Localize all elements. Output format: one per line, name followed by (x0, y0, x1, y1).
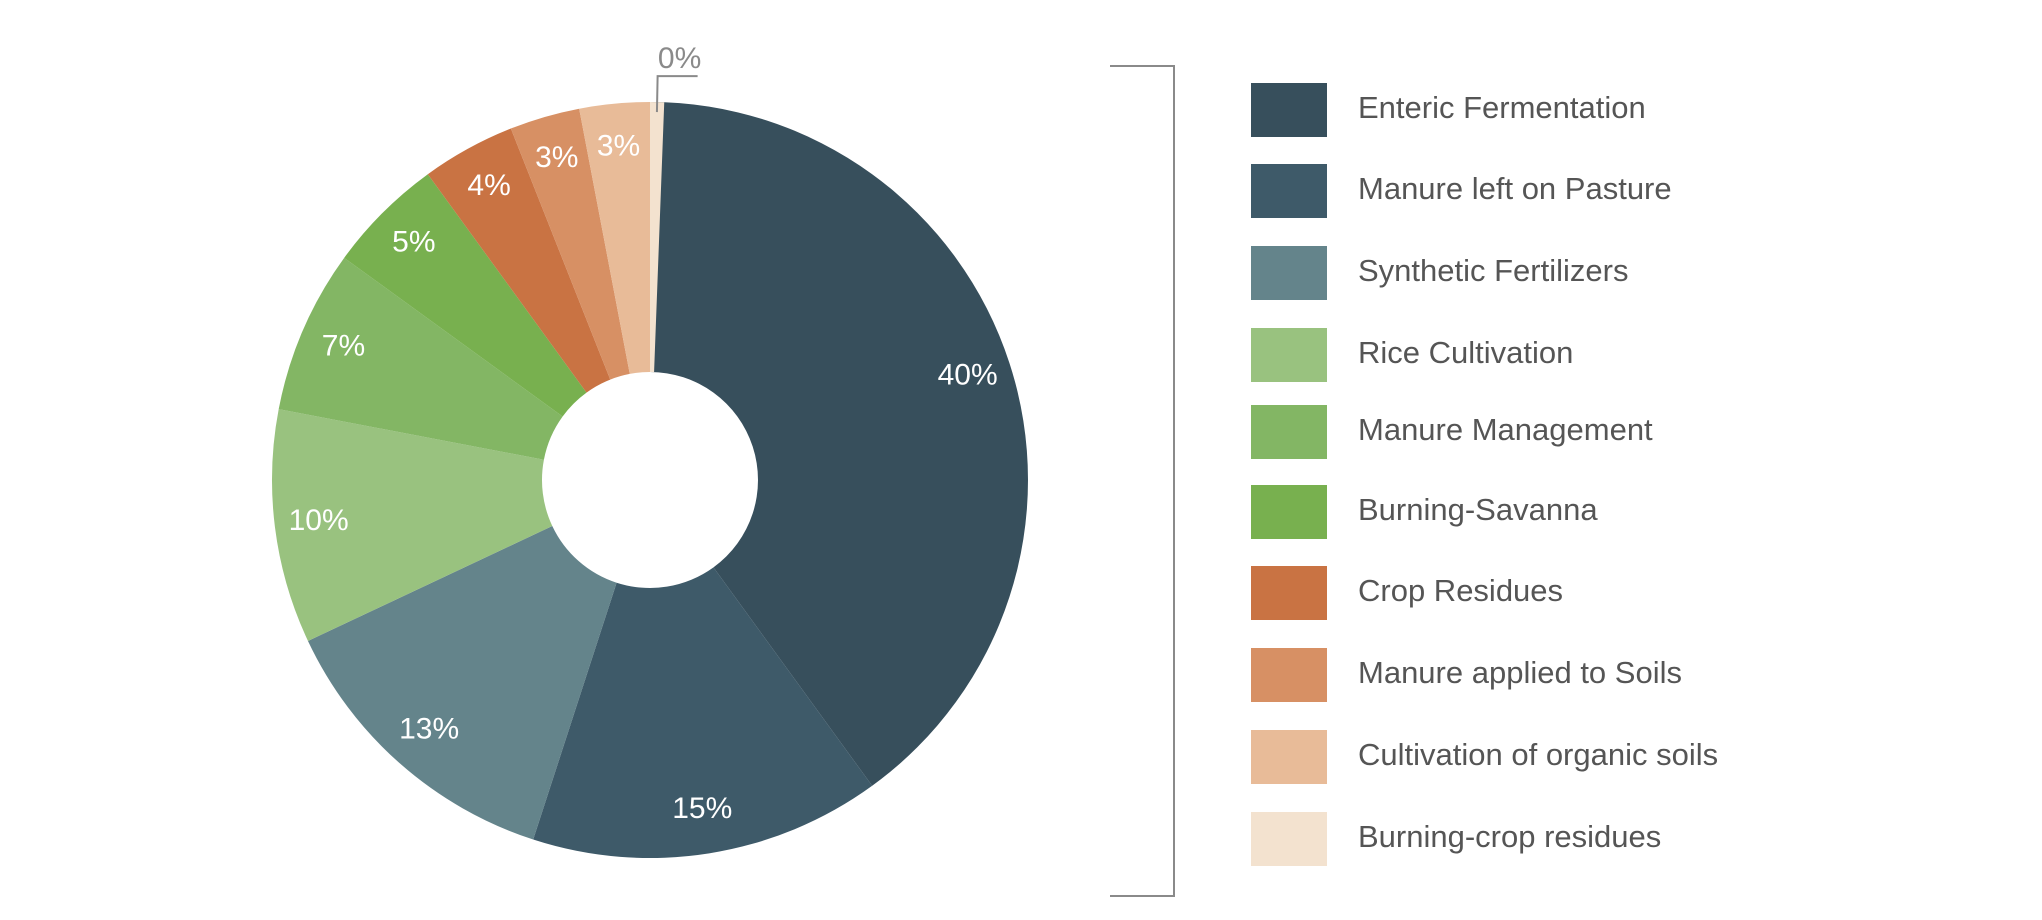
slice-leader-line (655, 75, 698, 113)
legend-label: Rice Cultivation (1358, 335, 1573, 370)
legend-swatch (1251, 566, 1327, 620)
legend-swatch (1251, 648, 1327, 702)
slice-value-label: 3% (597, 129, 640, 162)
legend-label: Manure Management (1358, 412, 1653, 447)
slice-value-label: 7% (322, 329, 365, 362)
legend-label: Manure left on Pasture (1358, 171, 1672, 206)
legend-label: Cultivation of organic soils (1358, 737, 1718, 772)
slice-value-label: 40% (938, 359, 998, 392)
legend-label: Enteric Fermentation (1358, 90, 1646, 125)
donut-slice (650, 102, 665, 373)
legend-label: Burning-crop residues (1358, 819, 1661, 854)
legend-swatch (1251, 485, 1327, 539)
legend-label: Burning-Savanna (1358, 492, 1598, 527)
legend-swatch (1251, 164, 1327, 218)
legend-swatch (1251, 730, 1327, 784)
donut-slice (650, 102, 1028, 786)
donut-slice (344, 174, 587, 417)
legend-label: Manure applied to Soils (1358, 655, 1682, 690)
slice-value-label: 10% (289, 504, 349, 537)
legend-bracket (1110, 65, 1175, 897)
legend-swatch (1251, 812, 1327, 866)
donut-slice (307, 525, 617, 840)
donut-slice (579, 102, 650, 374)
slice-value-label: 0% (658, 42, 701, 75)
legend-swatch (1251, 246, 1327, 300)
donut-slice (278, 257, 563, 460)
slice-value-label: 5% (392, 226, 435, 259)
donut-slice (510, 108, 630, 380)
slice-value-label: 4% (467, 169, 510, 202)
legend-swatch (1251, 405, 1327, 459)
legend-label: Synthetic Fertilizers (1358, 253, 1628, 288)
donut-slice (427, 128, 611, 393)
legend-swatch (1251, 328, 1327, 382)
donut-slice (533, 567, 873, 858)
legend-label: Crop Residues (1358, 573, 1563, 608)
donut-slice (272, 409, 553, 641)
slice-value-label: 15% (672, 792, 732, 825)
slice-value-label: 13% (399, 712, 459, 745)
legend: Enteric Fermentation Manure left on Pastu… (1110, 65, 1718, 897)
donut-slices (272, 102, 1028, 858)
slice-labels: 40% 15% 13% 10% 7% 5% 4% 3% 3% 0% (289, 42, 998, 825)
legend-swatch (1251, 83, 1327, 137)
slice-value-label: 3% (535, 141, 578, 174)
